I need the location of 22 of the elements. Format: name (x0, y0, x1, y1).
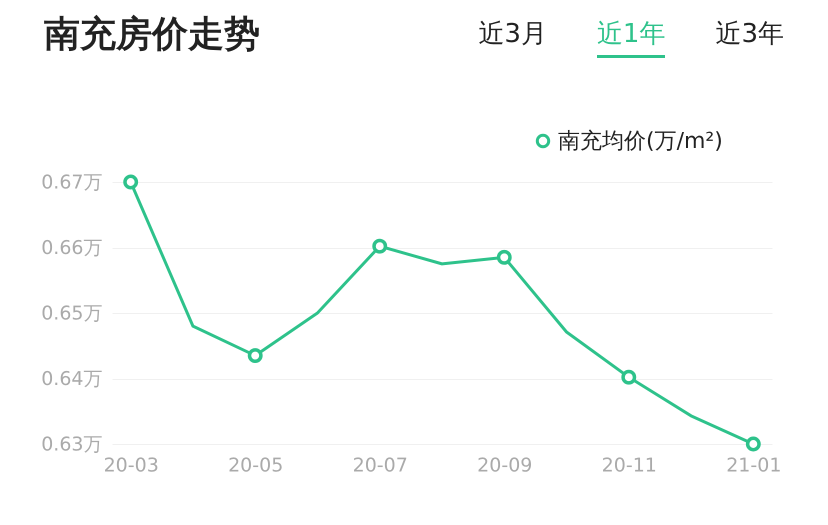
y-tick-label: 0.65万 (41, 302, 102, 324)
x-tick-label: 20-05 (228, 454, 284, 476)
x-tick-label: 20-03 (104, 454, 159, 476)
text: 近3月 (478, 18, 547, 51)
text: 近3年 (715, 18, 784, 51)
y-tick-label: 0.64万 (41, 368, 102, 390)
point (621, 370, 636, 385)
x-tick-label: 20-07 (352, 454, 408, 476)
x-tick-label: 21-01 (726, 454, 782, 476)
x-tick-label: 20-09 (477, 454, 532, 476)
point (496, 250, 512, 265)
point (123, 174, 138, 190)
x-tick-label: 20-11 (602, 454, 657, 476)
point (746, 436, 761, 452)
chart-title: 南充房价走势 (44, 13, 260, 57)
y-tick-label: 0.67万 (41, 172, 102, 194)
point (372, 238, 388, 254)
y-tick-label: 0.63万 (41, 434, 102, 456)
y-tick-label: 0.66万 (41, 237, 102, 259)
legend-label: 南充均价(万/m²) (558, 129, 723, 154)
point (248, 348, 263, 364)
text: 近1年 (596, 16, 666, 58)
